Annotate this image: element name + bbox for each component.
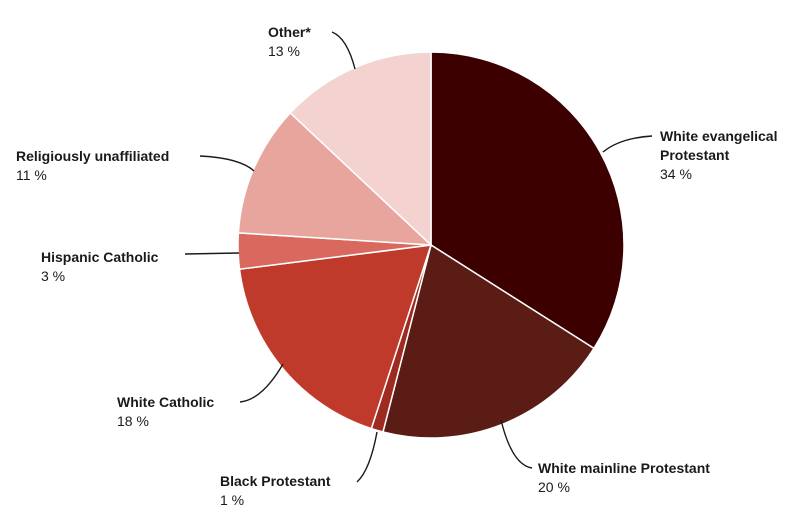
- label-leader-lines: [184, 31, 653, 483]
- slice-label-name: White mainline Protestant: [538, 460, 710, 476]
- slice-label: White evangelical Protestant 34 %: [660, 128, 777, 182]
- slice-label: Religiously unaffiliated 11 %: [16, 148, 169, 183]
- slice-label-name: White Catholic: [117, 394, 214, 410]
- leader-line: [199, 155, 255, 172]
- slice-label: White mainline Protestant 20 %: [538, 460, 710, 495]
- slice-label-value: 20 %: [538, 479, 570, 495]
- pie-slices: [237, 51, 625, 439]
- leader-line: [331, 31, 356, 70]
- slice-label-value: 1 %: [220, 492, 244, 508]
- slice-label-name: Hispanic Catholic: [41, 249, 159, 265]
- leader-line: [184, 252, 240, 255]
- slice-label-name: Other*: [268, 24, 311, 40]
- slice-label-value: 13 %: [268, 43, 300, 59]
- pie-slice-white-evangelical-protestant: [430, 51, 625, 350]
- slice-label-name: Protestant: [660, 147, 730, 163]
- slice-label-value: 34 %: [660, 166, 692, 182]
- leader-line: [602, 135, 653, 153]
- slice-label-name: White evangelical: [660, 128, 777, 144]
- slice-label: Black Protestant 1 %: [220, 473, 331, 508]
- slice-label-value: 18 %: [117, 413, 149, 429]
- slice-label: Hispanic Catholic 3 %: [41, 249, 159, 284]
- slice-label: Other* 13 %: [268, 24, 311, 59]
- pie-slice-white-catholic: [238, 244, 433, 430]
- slice-labels: White evangelical Protestant 34 % White mai…: [16, 24, 777, 508]
- leader-line: [239, 363, 284, 403]
- slice-label-name: Black Protestant: [220, 473, 331, 489]
- pie-slice-religiously-unaffiliated: [237, 111, 434, 246]
- slice-label-value: 11 %: [16, 167, 47, 183]
- leader-line: [356, 431, 378, 483]
- slice-label-value: 3 %: [41, 268, 65, 284]
- slice-label-name: Religiously unaffiliated: [16, 148, 169, 164]
- leader-line: [500, 419, 533, 469]
- slice-label: White Catholic 18 %: [117, 394, 214, 429]
